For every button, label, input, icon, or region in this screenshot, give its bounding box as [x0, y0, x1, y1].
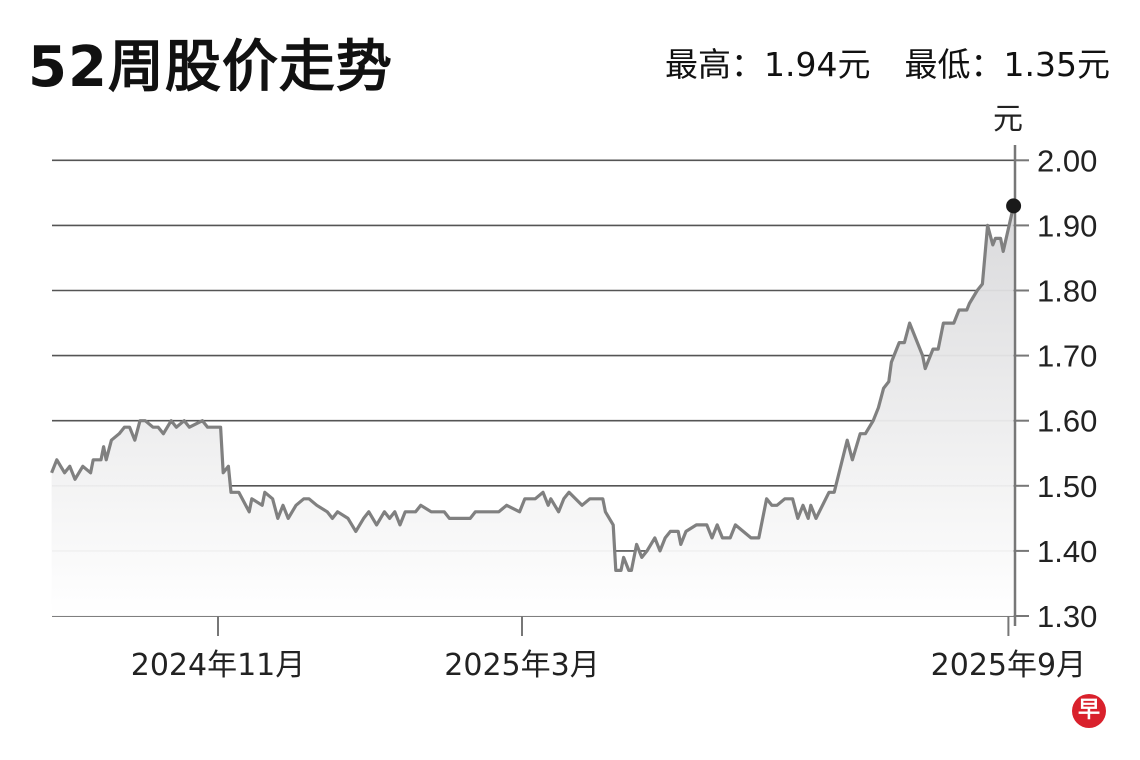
y-tick-label: 1.70 — [1037, 339, 1097, 374]
x-tick-label: 2025年3月 — [444, 648, 599, 683]
y-tick-label: 1.30 — [1037, 599, 1097, 634]
latest-price-marker — [1006, 198, 1022, 214]
x-tick-label: 2025年9月 — [931, 648, 1086, 683]
y-tick-label: 1.90 — [1037, 208, 1097, 243]
price-range-summary: 最高：1.94元 最低：1.35元 — [631, 38, 1110, 86]
y-tick-label: 1.40 — [1037, 534, 1097, 569]
y-tick-label: 2.00 — [1037, 143, 1097, 178]
logo-text: 早 — [1077, 698, 1100, 723]
zaobao-logo: 早 — [1072, 694, 1106, 728]
y-axis-unit: 元 — [993, 102, 1023, 137]
y-tick-label: 1.60 — [1037, 404, 1097, 439]
x-tick-label: 2024年11月 — [131, 648, 306, 683]
chart-title: 52周股价走势 — [28, 35, 393, 100]
y-tick-label: 1.50 — [1037, 469, 1097, 504]
price-line — [50, 205, 1016, 572]
high-price-label: 最高：1.94元 — [665, 45, 871, 84]
low-price-label: 最低：1.35元 — [904, 45, 1110, 84]
x-axis: 2024年11月 2025年3月 2025年9月 — [131, 616, 1086, 683]
y-axis: 1.30 1.40 1.50 1.60 1.70 1.80 1.90 2.00 — [1015, 143, 1097, 634]
y-tick-label: 1.80 — [1037, 274, 1097, 309]
price-area-fill — [51, 205, 1014, 616]
